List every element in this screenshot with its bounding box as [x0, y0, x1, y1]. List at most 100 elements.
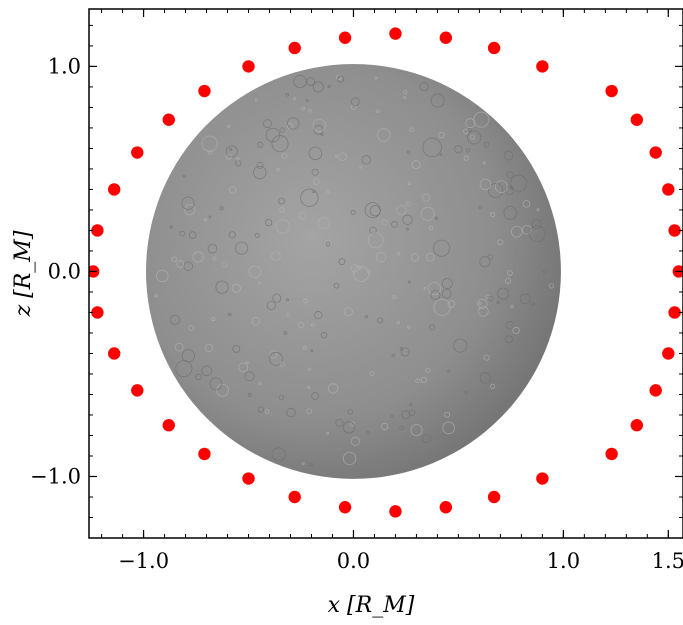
crater — [406, 227, 409, 231]
crater — [420, 376, 428, 384]
crater — [396, 251, 401, 256]
data-point — [439, 501, 453, 514]
crater — [283, 331, 288, 335]
crater — [528, 225, 546, 243]
crater — [411, 160, 421, 170]
crater — [531, 219, 542, 229]
crater — [175, 360, 193, 378]
crater — [313, 178, 320, 185]
crater — [312, 118, 326, 132]
crater — [512, 326, 520, 335]
crater — [201, 365, 213, 377]
crater — [298, 211, 307, 220]
crater — [439, 153, 443, 156]
crater — [377, 317, 384, 324]
crater — [256, 161, 264, 169]
crater — [271, 135, 289, 153]
crater — [184, 204, 196, 216]
crater — [301, 106, 306, 111]
crater — [409, 127, 414, 132]
crater — [396, 205, 407, 216]
crater — [265, 127, 281, 143]
data-point — [242, 472, 255, 485]
crater — [325, 242, 331, 247]
crater — [312, 190, 315, 193]
data-point — [487, 41, 501, 55]
crater — [441, 278, 453, 290]
data-point — [162, 419, 175, 432]
crater — [286, 407, 296, 418]
data-point — [668, 306, 681, 319]
crater — [264, 409, 270, 414]
crater — [247, 392, 252, 397]
crater — [279, 207, 285, 213]
crater — [286, 312, 291, 317]
data-point — [198, 447, 211, 461]
crater — [238, 362, 249, 373]
crater — [188, 231, 197, 239]
crater — [350, 209, 356, 215]
crater — [232, 344, 241, 353]
crater — [320, 133, 324, 136]
crater — [347, 408, 354, 415]
crater — [338, 152, 347, 161]
crater — [263, 119, 272, 129]
crater — [509, 185, 514, 190]
crater — [176, 260, 185, 268]
crater — [292, 97, 296, 101]
crater — [327, 84, 331, 88]
crater — [306, 77, 316, 86]
crater — [338, 258, 346, 266]
crater — [350, 104, 357, 110]
crater — [467, 128, 472, 133]
crater — [229, 147, 233, 151]
crater — [337, 75, 345, 83]
crater — [350, 436, 360, 446]
crater — [211, 317, 216, 322]
data-point — [338, 31, 352, 44]
crater — [453, 338, 468, 353]
crater — [408, 280, 411, 284]
crater — [519, 293, 531, 305]
crater — [300, 188, 319, 207]
data-point — [242, 60, 255, 73]
crater — [494, 180, 508, 194]
crater — [422, 193, 431, 202]
crater — [269, 351, 283, 366]
crater — [225, 145, 238, 158]
crater — [154, 293, 159, 298]
x-tick-label: −1.0 — [118, 549, 169, 573]
crater — [505, 277, 512, 284]
crater — [265, 218, 273, 227]
crater — [327, 383, 339, 394]
crater — [503, 150, 514, 161]
crater — [361, 155, 371, 165]
crater — [281, 152, 288, 159]
crater — [216, 383, 230, 397]
crater — [314, 311, 323, 320]
crater — [478, 302, 482, 305]
crater — [488, 295, 494, 302]
crater — [464, 390, 468, 395]
crater — [422, 434, 431, 443]
data-points — [89, 27, 683, 518]
crater — [231, 283, 241, 293]
crater — [228, 186, 237, 194]
crater — [325, 190, 330, 195]
crater — [309, 462, 314, 467]
crater — [174, 342, 184, 352]
crater — [497, 239, 504, 246]
crater — [410, 253, 420, 262]
crater — [334, 155, 338, 159]
crater — [207, 243, 218, 254]
crater — [286, 122, 294, 130]
crater — [212, 256, 217, 261]
data-point — [91, 306, 104, 319]
data-point — [536, 60, 549, 73]
crater — [463, 155, 469, 161]
crater — [403, 96, 407, 100]
crater — [531, 302, 535, 306]
crater — [228, 312, 232, 317]
crater — [228, 231, 236, 239]
